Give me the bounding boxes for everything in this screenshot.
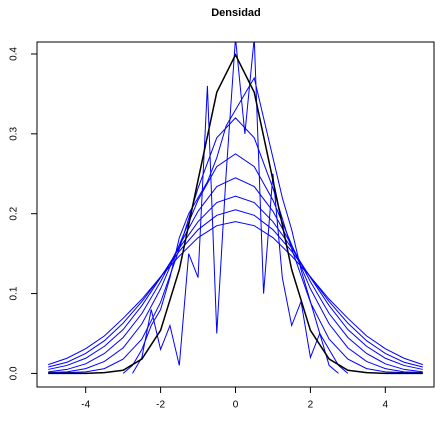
x-tick-label: 4 — [383, 400, 389, 411]
density-line — [48, 117, 423, 374]
plot-box — [36, 41, 435, 388]
x-tick-label: 2 — [308, 400, 314, 411]
density-line — [48, 153, 423, 374]
x-tick-label: 0 — [233, 400, 239, 411]
y-tick-label: 0.0 — [9, 366, 20, 380]
x-tick-label: -2 — [156, 400, 165, 411]
density-line — [48, 195, 423, 370]
x-tick-label: -4 — [81, 400, 90, 411]
y-tick-label: 0.4 — [9, 47, 20, 61]
density-line — [132, 42, 339, 374]
y-tick-label: 0.2 — [9, 206, 20, 220]
density-line — [48, 221, 423, 366]
y-tick-label: 0.3 — [9, 126, 20, 140]
density-line — [48, 177, 423, 373]
density-line — [48, 53, 423, 375]
density-line — [122, 76, 349, 374]
plot-area — [48, 42, 423, 375]
density-line — [48, 209, 423, 368]
chart-title: Densidad — [211, 7, 261, 19]
y-tick-label: 0.1 — [9, 286, 20, 300]
